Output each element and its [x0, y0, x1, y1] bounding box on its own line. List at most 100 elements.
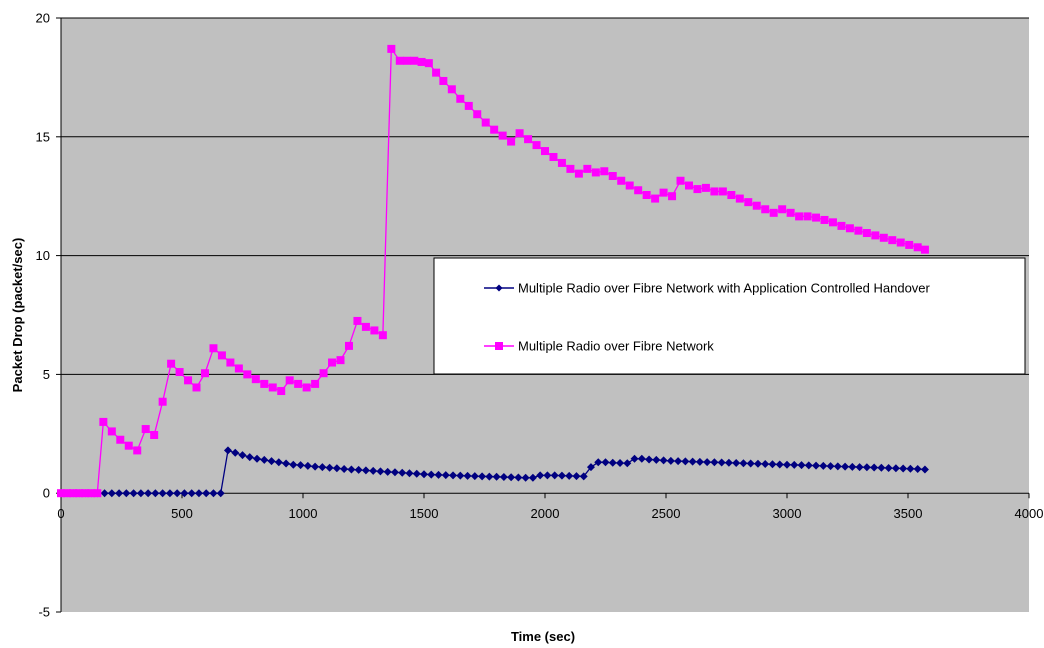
series-2-point-29: [285, 376, 294, 385]
series-1-point-37: [318, 463, 327, 472]
series-1-point-108: [833, 462, 842, 471]
series-2-point-62: [557, 158, 566, 167]
series-2-point-78: [693, 185, 702, 194]
series-1-point-38: [325, 463, 334, 472]
series-2-point-56: [507, 137, 516, 146]
series-2-point-98: [862, 229, 871, 238]
series-1-point-7: [100, 489, 109, 498]
series-2-point-104: [913, 243, 922, 252]
series-1-point-76: [601, 458, 610, 467]
series-1-point-112: [862, 463, 871, 472]
series-1-point-56: [456, 471, 465, 480]
series-1-point-32: [282, 459, 291, 468]
series-1-point-45: [376, 467, 385, 476]
series-2-point-16: [175, 368, 184, 377]
series-2-point-103: [905, 240, 914, 249]
legend-marker-series-2: [495, 342, 503, 350]
series-2-point-100: [879, 233, 888, 242]
series-1-point-79: [623, 459, 632, 468]
series-2-point-58: [524, 135, 533, 144]
series-1-point-35: [303, 461, 312, 470]
series-1-point-67: [536, 471, 545, 480]
series-1-point-22: [209, 489, 218, 498]
legend-label-series-1: Multiple Radio over Fibre Network with A…: [518, 281, 931, 296]
y-tick-label-2: 10: [36, 248, 50, 263]
series-2-point-3: [75, 489, 84, 498]
series-1-point-80: [630, 454, 639, 463]
series-2-point-38: [361, 322, 370, 331]
series-2-point-99: [871, 231, 880, 240]
series-1-point-30: [267, 457, 276, 466]
series-1-point-24: [223, 446, 232, 455]
series-2-point-77: [684, 181, 693, 190]
series-1-point-10: [122, 489, 131, 498]
series-2-point-45: [417, 57, 426, 66]
series-2-point-30: [294, 379, 303, 388]
series-1-point-92: [717, 458, 726, 467]
series-1-point-90: [703, 458, 712, 467]
series-1-point-11: [129, 489, 138, 498]
series-2-point-89: [786, 208, 795, 217]
series-1-point-36: [311, 462, 320, 471]
series-1-point-16: [165, 489, 174, 498]
series-1-point-20: [194, 489, 203, 498]
series-1-point-69: [550, 471, 559, 480]
series-1-point-46: [383, 467, 392, 476]
series-1-point-8: [107, 489, 116, 498]
series-1-point-99: [768, 460, 777, 469]
series-1-point-27: [245, 453, 254, 462]
series-2-point-47: [432, 68, 441, 77]
series-2-point-17: [184, 376, 193, 385]
series-1-point-19: [187, 489, 196, 498]
series-1-point-65: [521, 473, 530, 482]
series-1-point-116: [891, 464, 900, 473]
x-tick-label-0: 0: [57, 506, 64, 521]
series-2-point-6: [93, 489, 102, 498]
series-2-point-51: [464, 101, 473, 110]
series-2-point-39: [370, 326, 379, 335]
series-1-point-64: [514, 473, 523, 482]
series-2-point-65: [583, 164, 592, 173]
series-2-point-35: [336, 356, 345, 365]
series-2-point-14: [158, 397, 167, 406]
series-1-point-83: [652, 455, 661, 464]
series-1-point-98: [761, 459, 770, 468]
series-1-point-12: [136, 489, 145, 498]
series-1-point-104: [804, 461, 813, 470]
series-2-point-25: [251, 375, 260, 384]
series-2-point-82: [727, 191, 736, 200]
series-2-point-9: [116, 435, 125, 444]
series-1-point-115: [884, 464, 893, 473]
series-1-point-33: [289, 460, 298, 469]
series-2-point-68: [608, 172, 617, 181]
y-tick-label-1: 15: [36, 129, 50, 144]
series-1-point-62: [499, 473, 508, 482]
series-1-point-68: [543, 471, 552, 480]
y-tick-label-4: 0: [43, 486, 50, 501]
series-1-point-53: [434, 470, 443, 479]
series-1-point-17: [173, 489, 182, 498]
series-1-point-43: [361, 466, 370, 475]
series-2-point-13: [150, 430, 159, 439]
series-1-point-14: [151, 489, 160, 498]
series-2-point-76: [676, 176, 685, 185]
series-1-point-110: [848, 462, 857, 471]
series-1-point-44: [369, 466, 378, 475]
series-1-point-87: [681, 457, 690, 466]
series-2-point-69: [617, 176, 626, 185]
series-2-point-79: [701, 183, 710, 192]
series-2-point-36: [344, 341, 353, 350]
x-tick-label-6: 3000: [773, 506, 802, 521]
series-2-point-46: [424, 59, 433, 68]
series-1-point-54: [441, 471, 450, 480]
series-1-point-52: [427, 470, 436, 479]
series-1-point-111: [855, 463, 864, 472]
series-1-point-103: [797, 461, 806, 470]
series-1-point-25: [231, 448, 240, 457]
series-2-point-70: [625, 181, 634, 190]
series-1-point-42: [354, 465, 363, 474]
series-1-point-89: [695, 457, 704, 466]
series-2-point-52: [473, 110, 482, 119]
series-1-point-106: [819, 461, 828, 470]
series-2-point-59: [532, 141, 541, 150]
